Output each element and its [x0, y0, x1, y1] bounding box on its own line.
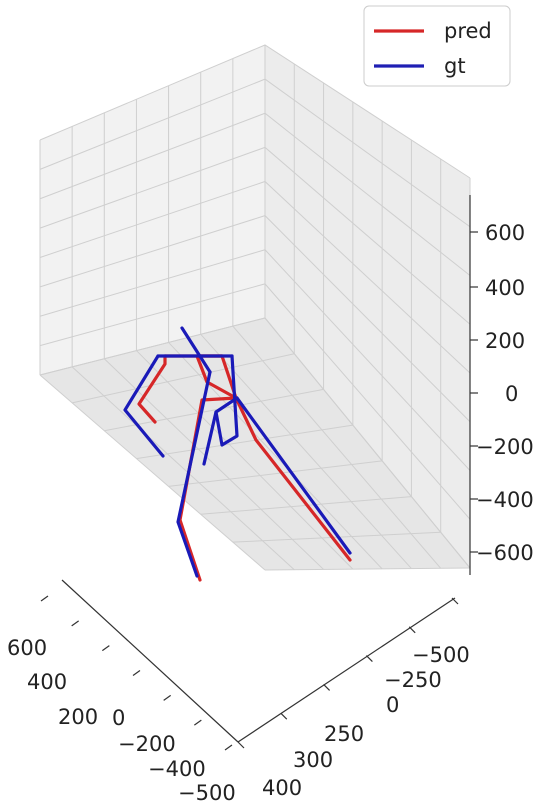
- series-gt-segment: [235, 396, 352, 555]
- x-tick-label: −200: [118, 732, 176, 756]
- grid-line: [39, 146, 471, 325]
- grid-line: [39, 78, 471, 228]
- grid-lines: [39, 44, 471, 571]
- y-tick-mark: [451, 597, 459, 605]
- z-tick-label: −200: [476, 435, 534, 459]
- series-gt-segment: [176, 370, 212, 578]
- grid-line: [39, 283, 471, 520]
- z-tick-label: 200: [485, 329, 525, 353]
- z-tick-label: 0: [505, 382, 518, 406]
- x-tick-mark: [193, 719, 202, 726]
- grid-line: [136, 424, 353, 460]
- x-tick-mark: [132, 670, 141, 676]
- y-tick-label: 400: [262, 776, 302, 800]
- x-tick-label: −500: [178, 781, 236, 805]
- data-series: [123, 326, 352, 582]
- legend-box: [363, 5, 511, 87]
- grid-line: [39, 215, 471, 423]
- x-tick-label: 200: [58, 705, 98, 729]
- x-axis-line: [61, 579, 239, 743]
- y-tick-label: 300: [293, 748, 333, 772]
- series-pred-segment: [234, 396, 352, 562]
- z-tick-label: −600: [476, 541, 534, 565]
- y-tick-mark: [323, 683, 331, 691]
- left-pane: [40, 45, 265, 375]
- x-tick-mark: [40, 595, 49, 602]
- y-tick-mark: [237, 741, 245, 749]
- series-gt-segment: [180, 326, 212, 374]
- y-axis-line: [237, 597, 456, 743]
- y-tick-label: −250: [384, 668, 442, 692]
- x-tick-mark: [224, 744, 233, 751]
- grid-line: [39, 317, 266, 376]
- grid-line: [72, 353, 295, 404]
- series-gt-segment: [202, 410, 218, 466]
- x-tick-label: −400: [148, 757, 206, 781]
- legend-label-pred: pred: [444, 19, 492, 43]
- legend: pred gt: [363, 5, 511, 87]
- grid-line: [39, 44, 471, 179]
- grid-line: [39, 112, 471, 276]
- y-tick-mark: [365, 655, 373, 663]
- axis-lines: [40, 195, 478, 751]
- x-tick-mark: [163, 694, 172, 701]
- z-tick-label: −400: [476, 488, 534, 512]
- grid-line: [200, 333, 412, 569]
- series-gt-segment: [123, 354, 165, 458]
- grid-line: [232, 325, 442, 569]
- grid-line: [264, 317, 471, 569]
- grid-line: [103, 358, 324, 570]
- grid-line: [264, 567, 471, 571]
- legend-label-gt: gt: [444, 54, 466, 78]
- grid-line: [168, 342, 383, 570]
- grid-line: [136, 350, 354, 570]
- series-pred-segment: [137, 354, 167, 424]
- x-tick-label: 0: [112, 706, 125, 730]
- right-pane: [265, 45, 470, 568]
- x-tick-label: 600: [7, 636, 47, 660]
- grid-line: [168, 460, 383, 487]
- series-gt-segment: [214, 354, 239, 447]
- axis-panes: [40, 45, 470, 570]
- y-tick-label: 0: [386, 693, 399, 717]
- x-tick-mark: [71, 620, 80, 627]
- y-tick-mark: [408, 626, 416, 634]
- z-tick-label: 600: [485, 221, 525, 245]
- floor-pane: [40, 318, 470, 570]
- grid-line: [39, 374, 266, 571]
- x-tick-label: 400: [27, 670, 67, 694]
- grid-line: [39, 180, 471, 374]
- y-tick-label: −500: [412, 643, 470, 667]
- grid-line: [39, 249, 471, 471]
- grid-line: [71, 366, 295, 571]
- x-tick-mark: [101, 645, 110, 652]
- z-tick-label: 400: [485, 276, 525, 300]
- y-tick-mark: [280, 712, 288, 720]
- grid-line: [104, 388, 324, 432]
- y-tick-label: 250: [324, 722, 364, 746]
